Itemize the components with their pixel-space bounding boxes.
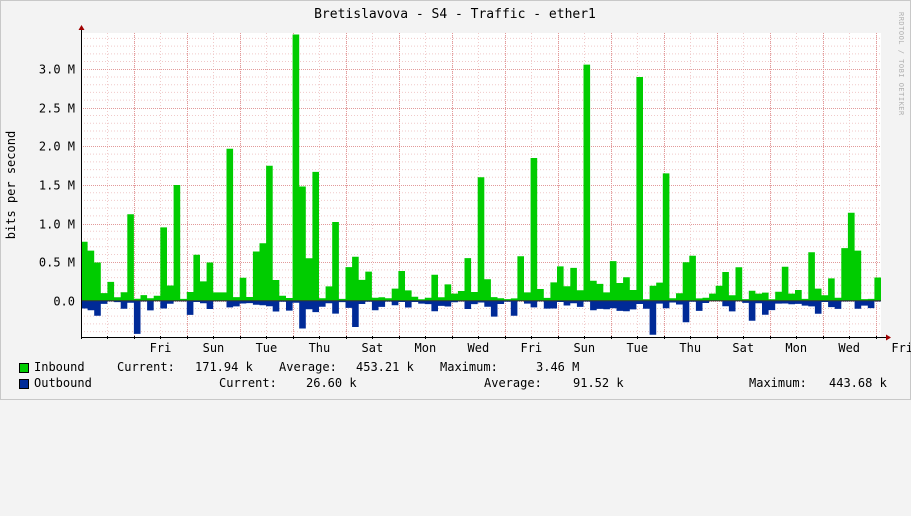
y-tick-label: 3.0 M [39,63,75,77]
x-tick-label: Fri [150,341,172,355]
y-tick-label: 0.0 [53,295,75,309]
x-tick-label: Tue [626,341,648,355]
legend: Inbound Current: 171.94 k Average: 453.2… [0,360,911,400]
y-axis-arrow [78,25,85,30]
inbound-current-value: 171.94 k [195,360,253,374]
legend-row-outbound: Outbound Current: 26.60 k Average: 91.52… [0,376,911,392]
x-tick-label: Sun [573,341,595,355]
inbound-average-value: 453.21 k [356,360,414,374]
y-tick-labels: 0.0 0.5 M 1.0 M 1.5 M 2.0 M 2.5 M 3.0 M [39,63,75,309]
outbound-area [81,300,881,335]
outbound-average-label: Average: [484,376,542,390]
outbound-maximum-label: Maximum: [749,376,807,390]
x-tick-label: Mon [415,341,437,355]
y-tick-label: 1.5 M [39,179,75,193]
inbound-swatch [19,363,29,373]
x-tick-label: Mon [785,341,807,355]
inbound-maximum-value: 3.46 M [536,360,580,374]
outbound-average-value: 91.52 k [573,376,624,390]
axes [78,25,891,341]
watermark: RRDTOOL / TOBI OETIKER [897,12,905,116]
x-tick-label: Tue [256,341,278,355]
y-tick-label: 2.0 M [39,140,75,154]
y-axis-label: bits per second [4,131,18,239]
x-axis-arrow [886,334,891,341]
inbound-maximum-label: Maximum: [440,360,498,374]
x-tick-label: Wed [468,341,490,355]
y-tick-label: 1.0 M [39,218,75,232]
y-tick-label: 0.5 M [39,256,75,270]
x-tick-label: Sun [203,341,225,355]
inbound-average-label: Average: [279,360,337,374]
x-tick-label: Thu [679,341,701,355]
outbound-maximum-value: 443.68 k [829,376,887,390]
inbound-area [81,34,881,301]
x-tick-label: Fri [891,341,911,355]
legend-row-inbound: Inbound Current: 171.94 k Average: 453.2… [0,360,911,376]
x-tick-label: Fri [520,341,542,355]
y-tick-label: 2.5 M [39,102,75,116]
outbound-name: Outbound [34,376,92,390]
outbound-current-value: 26.60 k [306,376,357,390]
x-tick-label: Thu [309,341,331,355]
inbound-name: Inbound [34,360,85,374]
x-tick-labels: Fri Sun Tue Thu Sat Mon Wed Fri Sun Tue Thu Sat Mon W… [150,341,911,355]
outbound-current-label: Current: [219,376,277,390]
x-tick-label: Sat [362,341,384,355]
chart-title: Bretislavova - S4 - Traffic - ether1 [314,7,596,22]
traffic-chart: Bretislavova - S4 - Traffic - ether1 bit… [4,7,911,355]
inbound-current-label: Current: [117,360,175,374]
series-areas [81,34,881,335]
outbound-swatch [19,379,29,389]
x-tick-label: Sat [732,341,754,355]
x-tick-label: Wed [838,341,860,355]
